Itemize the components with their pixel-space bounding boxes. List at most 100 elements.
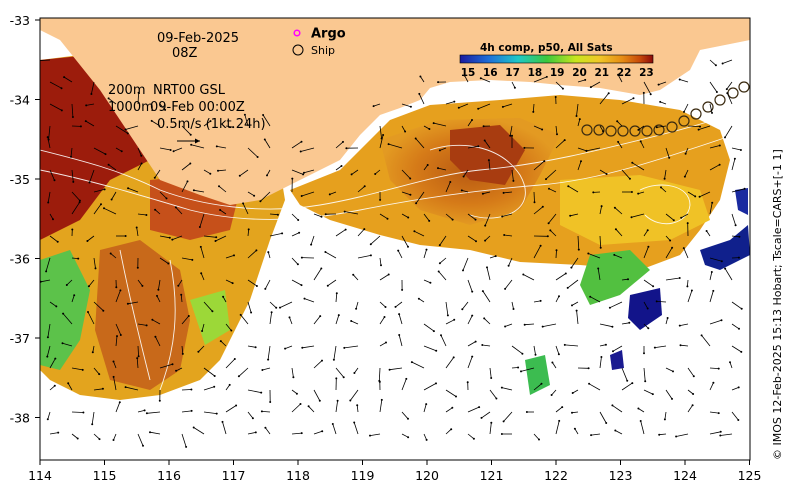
current-vector [335,367,345,378]
current-vector-head [349,399,352,402]
current-vector-head [180,293,183,296]
current-vector-head [321,430,324,433]
current-vector [504,234,513,237]
current-vector-head [190,388,193,391]
current-vector-head [446,314,449,317]
current-vector-head [303,297,306,300]
current-vector [665,147,670,158]
current-vector [181,410,192,413]
current-vector-head [47,201,50,204]
current-vector-head [672,370,674,373]
current-vector [127,187,139,193]
current-vector [198,345,205,353]
current-vector [291,279,302,286]
current-vector [247,191,255,197]
current-vector [91,411,95,425]
current-vector [115,336,118,347]
current-vector-head [215,412,218,415]
current-vector-head [659,100,662,103]
current-vector [49,235,58,243]
current-vector [62,313,73,325]
current-vector [45,257,51,272]
current-vector [638,408,645,413]
current-vector [659,433,667,436]
current-vector [467,433,475,440]
current-vector-head [652,285,655,288]
current-vector-head [737,256,740,259]
x-tick-label: 125 [738,468,762,483]
current-vector-head [617,73,620,76]
current-vector [508,257,513,266]
current-vector-head [717,412,720,415]
current-vector-head [369,243,372,246]
current-vector [355,301,359,309]
product-time-label: 09-Feb 00:00Z [150,100,245,115]
current-vector-head [174,206,177,209]
current-vector-head [165,197,168,200]
current-vector-head [495,397,498,400]
current-vector-head [575,309,578,312]
current-vector-head [637,407,640,410]
current-vector-head [474,218,477,221]
current-vector-head [584,78,587,81]
current-vector-head [171,363,174,366]
current-vector-head [302,173,305,176]
current-vector [335,141,344,149]
current-vector-head [668,156,671,159]
current-vector [313,360,323,369]
current-vector-head [112,360,115,363]
current-vector-head [266,174,268,177]
current-vector-head [487,159,490,162]
current-vector [110,253,117,259]
current-vector [222,296,227,303]
ship-marker [641,125,653,137]
current-vector [411,361,425,369]
current-vector [576,103,579,117]
current-vector-head [398,313,401,316]
current-vector [731,158,736,171]
current-vector [261,411,271,413]
current-vector-head [486,266,488,269]
current-vector-head [86,240,89,242]
current-vector [621,278,629,281]
current-vector [49,213,54,220]
current-vector-head [142,444,144,447]
current-vector-head [462,175,465,178]
current-vector-head [541,128,544,131]
current-vector [181,315,190,325]
current-vector [420,76,425,83]
current-vector-head [453,318,456,321]
current-vector-head [651,393,654,396]
current-vector-head [307,405,310,408]
current-vector [193,427,205,435]
current-vector-head [738,235,741,238]
current-vector-head [197,350,200,353]
current-vector [136,227,139,237]
current-vector [47,323,51,338]
current-vector-head [318,399,321,402]
current-vector [482,344,491,347]
current-vector-head [522,273,525,276]
current-vector-head [682,247,685,250]
current-vector [439,147,447,151]
current-vector [344,211,359,215]
current-vector [679,323,689,326]
current-vector [242,203,249,215]
current-vector-head [573,427,576,430]
current-vector [91,81,95,95]
current-vector [335,293,338,303]
current-vector-head [628,321,631,324]
current-vector-head [332,358,335,361]
current-vector-head [345,147,348,150]
current-vector [199,213,205,228]
colorbar-tick-label: 21 [594,67,609,79]
current-vector [687,389,694,395]
current-vector-head [350,173,353,176]
current-vector [616,121,623,127]
current-vector-head [136,357,139,360]
current-vector [71,191,81,201]
current-vector-head [169,149,172,151]
current-vector [332,423,337,435]
current-vector-head [438,262,441,265]
current-vector-head [561,406,564,409]
